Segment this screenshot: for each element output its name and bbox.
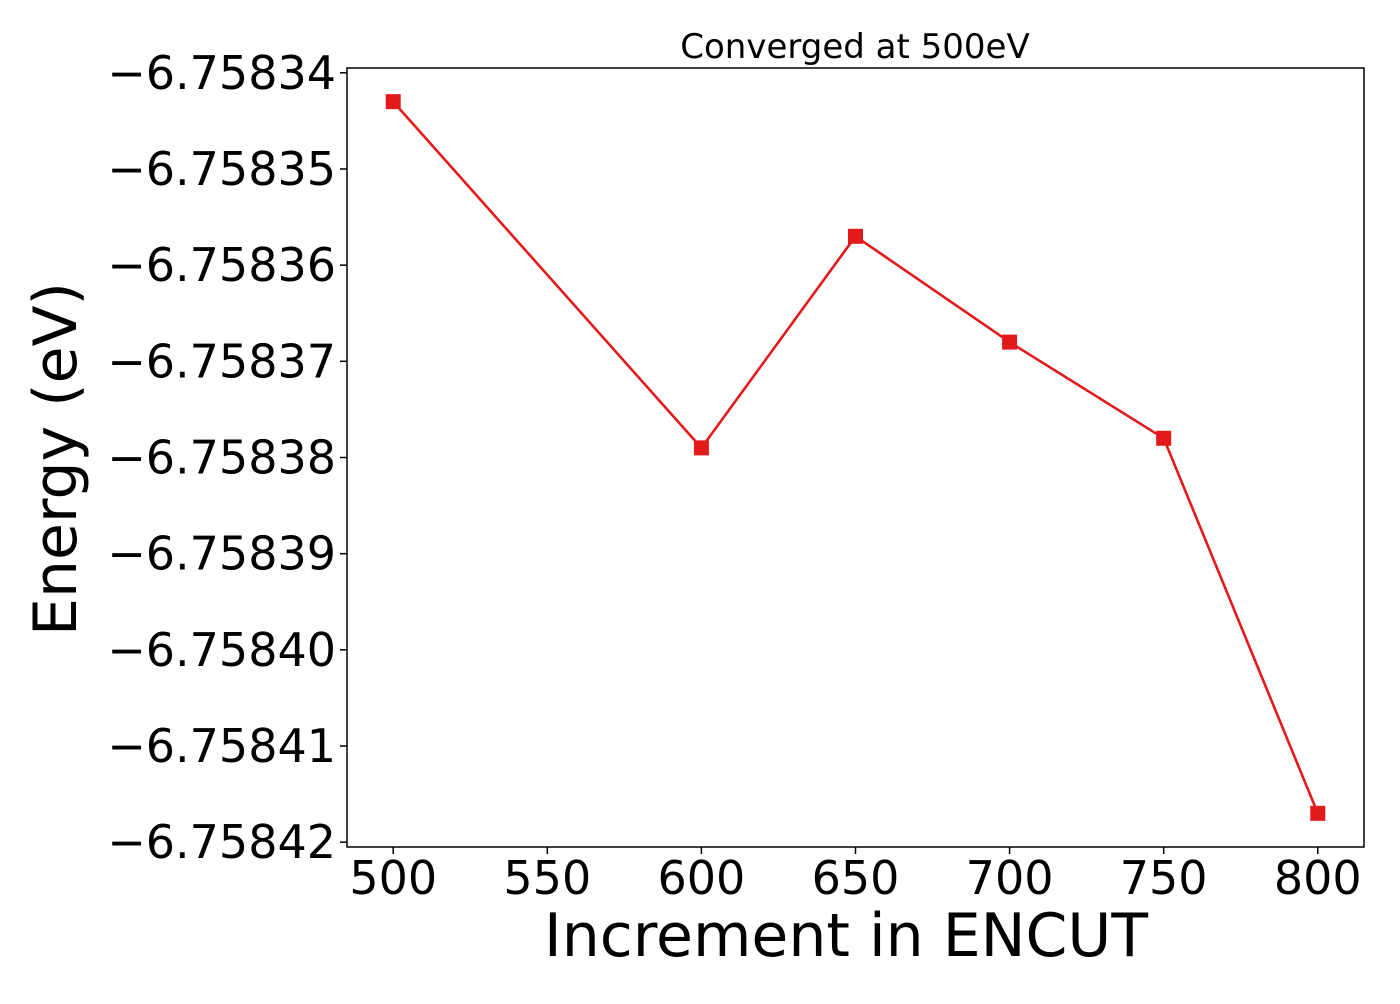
y-tick-label: −6.75839 bbox=[107, 527, 336, 581]
plot-area bbox=[346, 67, 1365, 848]
y-tick-label: −6.75836 bbox=[107, 238, 336, 292]
data-point-marker bbox=[1310, 805, 1326, 821]
y-axis-ticks: −6.75834 −6.75835 −6.75836 −6.75837 −6.75838… bbox=[107, 46, 347, 869]
y-tick-label: −6.75837 bbox=[107, 334, 336, 388]
chart-title: Converged at 500eV bbox=[680, 27, 1029, 67]
x-tick-label: 800 bbox=[1274, 851, 1362, 905]
x-tick-label: 750 bbox=[1120, 851, 1208, 905]
x-tick-label: 650 bbox=[812, 851, 900, 905]
x-tick-label: 700 bbox=[966, 851, 1054, 905]
y-axis-label: Energy (eV) bbox=[21, 282, 91, 636]
x-axis-ticks: 500 550 600 650 700 750 800 bbox=[349, 847, 1362, 905]
series-layer bbox=[385, 94, 1326, 821]
y-tick-label: −6.75840 bbox=[107, 623, 336, 677]
y-tick-label: −6.75838 bbox=[107, 431, 336, 485]
y-tick-label: −6.75842 bbox=[107, 815, 336, 869]
data-point-marker bbox=[385, 94, 401, 110]
y-tick-label: −6.75834 bbox=[107, 46, 336, 100]
y-tick-label: −6.75835 bbox=[107, 142, 336, 196]
x-tick-label: 550 bbox=[503, 851, 591, 905]
x-tick-label: 600 bbox=[658, 851, 746, 905]
y-tick-label: −6.75841 bbox=[107, 719, 336, 773]
x-tick-label: 500 bbox=[349, 851, 437, 905]
data-point-marker bbox=[693, 440, 709, 456]
data-point-marker bbox=[848, 228, 863, 244]
series-line bbox=[392, 100, 1320, 814]
x-axis-label: Increment in ENCUT bbox=[544, 901, 1148, 971]
data-point-marker bbox=[1156, 430, 1172, 446]
data-point-marker bbox=[1002, 334, 1018, 350]
